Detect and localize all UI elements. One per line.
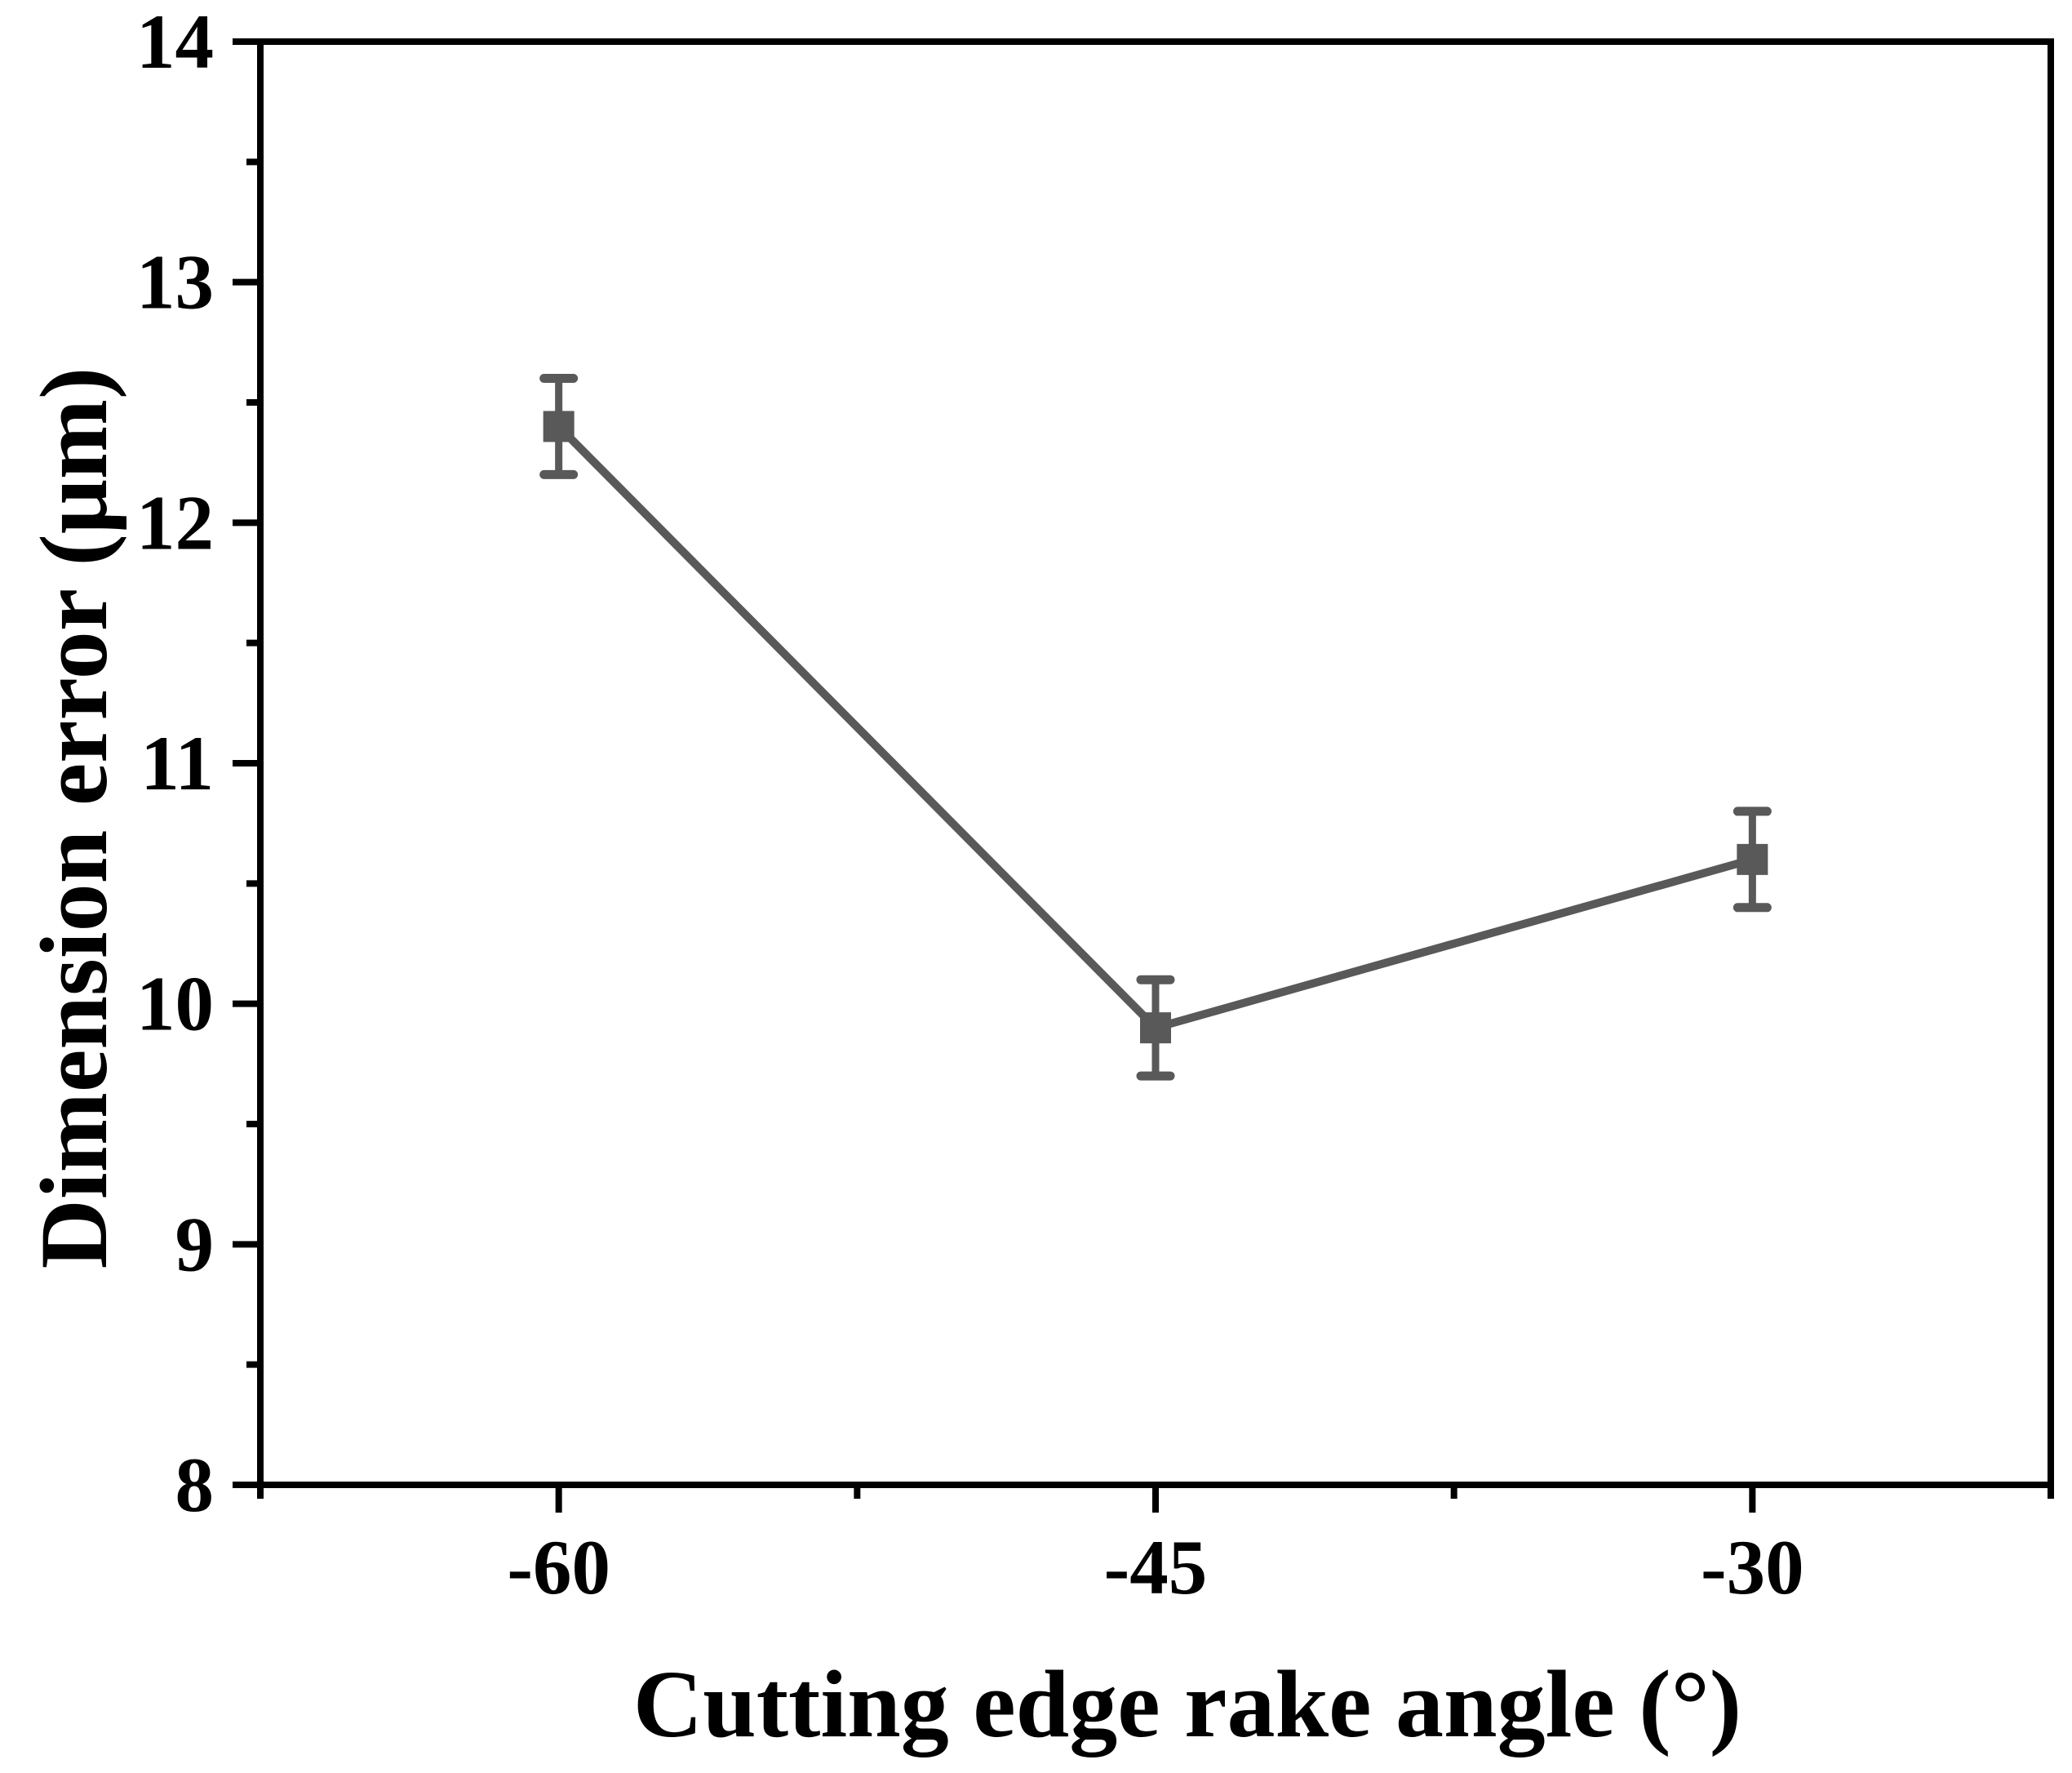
plot-frame bbox=[257, 38, 2054, 1488]
y-axis-tick-label: 8 bbox=[175, 1442, 215, 1528]
data-line bbox=[556, 423, 1754, 1033]
x-axis-tick-label: -30 bbox=[1701, 1524, 1804, 1611]
y-axis-tick-label: 14 bbox=[136, 0, 214, 85]
y-axis-tick-label: 11 bbox=[140, 720, 214, 807]
y-axis-tick-label: 13 bbox=[136, 239, 214, 326]
y-axis-tick-label: 12 bbox=[136, 479, 214, 566]
y-axis-tick-label: 9 bbox=[175, 1201, 215, 1287]
y-axis-tick-label: 10 bbox=[136, 961, 214, 1047]
data-point-marker bbox=[1737, 843, 1768, 875]
data-point-marker bbox=[1140, 1012, 1171, 1044]
data-point-marker bbox=[543, 411, 575, 442]
x-axis-tick-label: -60 bbox=[507, 1524, 610, 1611]
x-axis-tick-label: -45 bbox=[1104, 1524, 1208, 1611]
x-axis-title: Cutting edge rake angle (°) bbox=[633, 1651, 1741, 1757]
plot-area: 8 9 10 11 12 13 14 -60 -45 -30 bbox=[136, 0, 2054, 1611]
y-axis-title: Dimension error (μm) bbox=[20, 367, 127, 1269]
